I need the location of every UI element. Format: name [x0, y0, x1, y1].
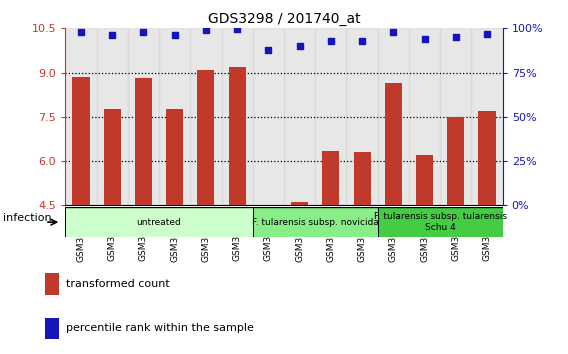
Point [451, 34, 460, 40]
Bar [228, 67, 246, 205]
Bar [253, 28, 284, 205]
Bar [291, 202, 308, 205]
Bar [284, 28, 315, 205]
Bar [353, 152, 371, 205]
Bar [45, 318, 59, 339]
Bar [346, 28, 378, 205]
Point [358, 38, 367, 44]
Bar [471, 28, 503, 205]
Bar [103, 109, 121, 205]
Bar [447, 117, 465, 205]
Bar [322, 151, 340, 205]
Bar [65, 207, 253, 237]
Bar [253, 207, 378, 237]
Bar [409, 28, 440, 205]
Title: GDS3298 / 201740_at: GDS3298 / 201740_at [208, 12, 360, 26]
Bar [378, 207, 503, 237]
Bar [222, 28, 253, 205]
Bar [128, 28, 159, 205]
Text: F. tularensis subsp. novicida: F. tularensis subsp. novicida [252, 218, 379, 227]
Point [108, 33, 117, 38]
Text: F. tularensis subsp. tularensis
Schu 4: F. tularensis subsp. tularensis Schu 4 [374, 212, 507, 232]
Bar [378, 28, 409, 205]
Bar [65, 28, 97, 205]
Text: untreated: untreated [137, 218, 181, 227]
Bar [440, 28, 471, 205]
Text: transformed count: transformed count [66, 279, 170, 289]
Point [295, 43, 304, 49]
Point [76, 29, 86, 35]
Bar [97, 28, 128, 205]
Bar [315, 28, 346, 205]
Text: percentile rank within the sample: percentile rank within the sample [66, 323, 254, 333]
Bar [416, 155, 433, 205]
Bar [197, 70, 215, 205]
Bar [166, 109, 183, 205]
Point [170, 33, 179, 38]
Point [202, 27, 211, 33]
Bar [385, 83, 402, 205]
Text: infection: infection [3, 213, 52, 223]
Point [139, 29, 148, 35]
Bar [72, 77, 90, 205]
Point [326, 38, 335, 44]
Point [483, 31, 492, 36]
Bar [135, 79, 152, 205]
Point [233, 27, 242, 32]
Bar [159, 28, 190, 205]
Bar [45, 274, 59, 295]
Bar [478, 111, 496, 205]
Point [420, 36, 429, 42]
Point [389, 29, 398, 35]
Point [264, 47, 273, 52]
Bar [190, 28, 222, 205]
